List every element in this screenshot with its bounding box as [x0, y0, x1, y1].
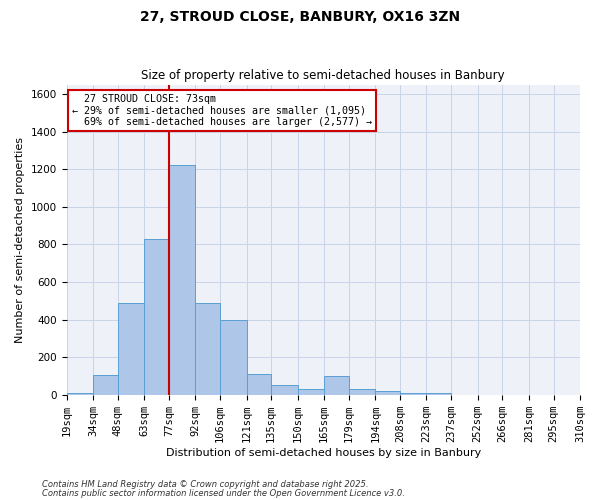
Bar	[271, 386, 298, 394]
Bar	[118, 302, 144, 394]
Bar	[220, 320, 247, 394]
Bar	[376, 391, 400, 394]
Y-axis label: Number of semi-detached properties: Number of semi-detached properties	[15, 136, 25, 342]
Bar	[67, 393, 93, 394]
Bar	[169, 166, 196, 394]
Bar	[144, 238, 169, 394]
Bar	[400, 393, 427, 394]
Text: 27, STROUD CLOSE, BANBURY, OX16 3ZN: 27, STROUD CLOSE, BANBURY, OX16 3ZN	[140, 10, 460, 24]
Bar	[427, 393, 451, 394]
Title: Size of property relative to semi-detached houses in Banbury: Size of property relative to semi-detach…	[142, 69, 505, 82]
Bar	[247, 374, 271, 394]
Bar	[349, 389, 376, 394]
Bar	[196, 302, 220, 394]
Bar	[298, 389, 324, 394]
Bar	[324, 376, 349, 394]
X-axis label: Distribution of semi-detached houses by size in Banbury: Distribution of semi-detached houses by …	[166, 448, 481, 458]
Text: Contains public sector information licensed under the Open Government Licence v3: Contains public sector information licen…	[42, 488, 405, 498]
Text: Contains HM Land Registry data © Crown copyright and database right 2025.: Contains HM Land Registry data © Crown c…	[42, 480, 368, 489]
Text: 27 STROUD CLOSE: 73sqm
← 29% of semi-detached houses are smaller (1,095)
  69% o: 27 STROUD CLOSE: 73sqm ← 29% of semi-det…	[71, 94, 371, 127]
Bar	[93, 375, 118, 394]
